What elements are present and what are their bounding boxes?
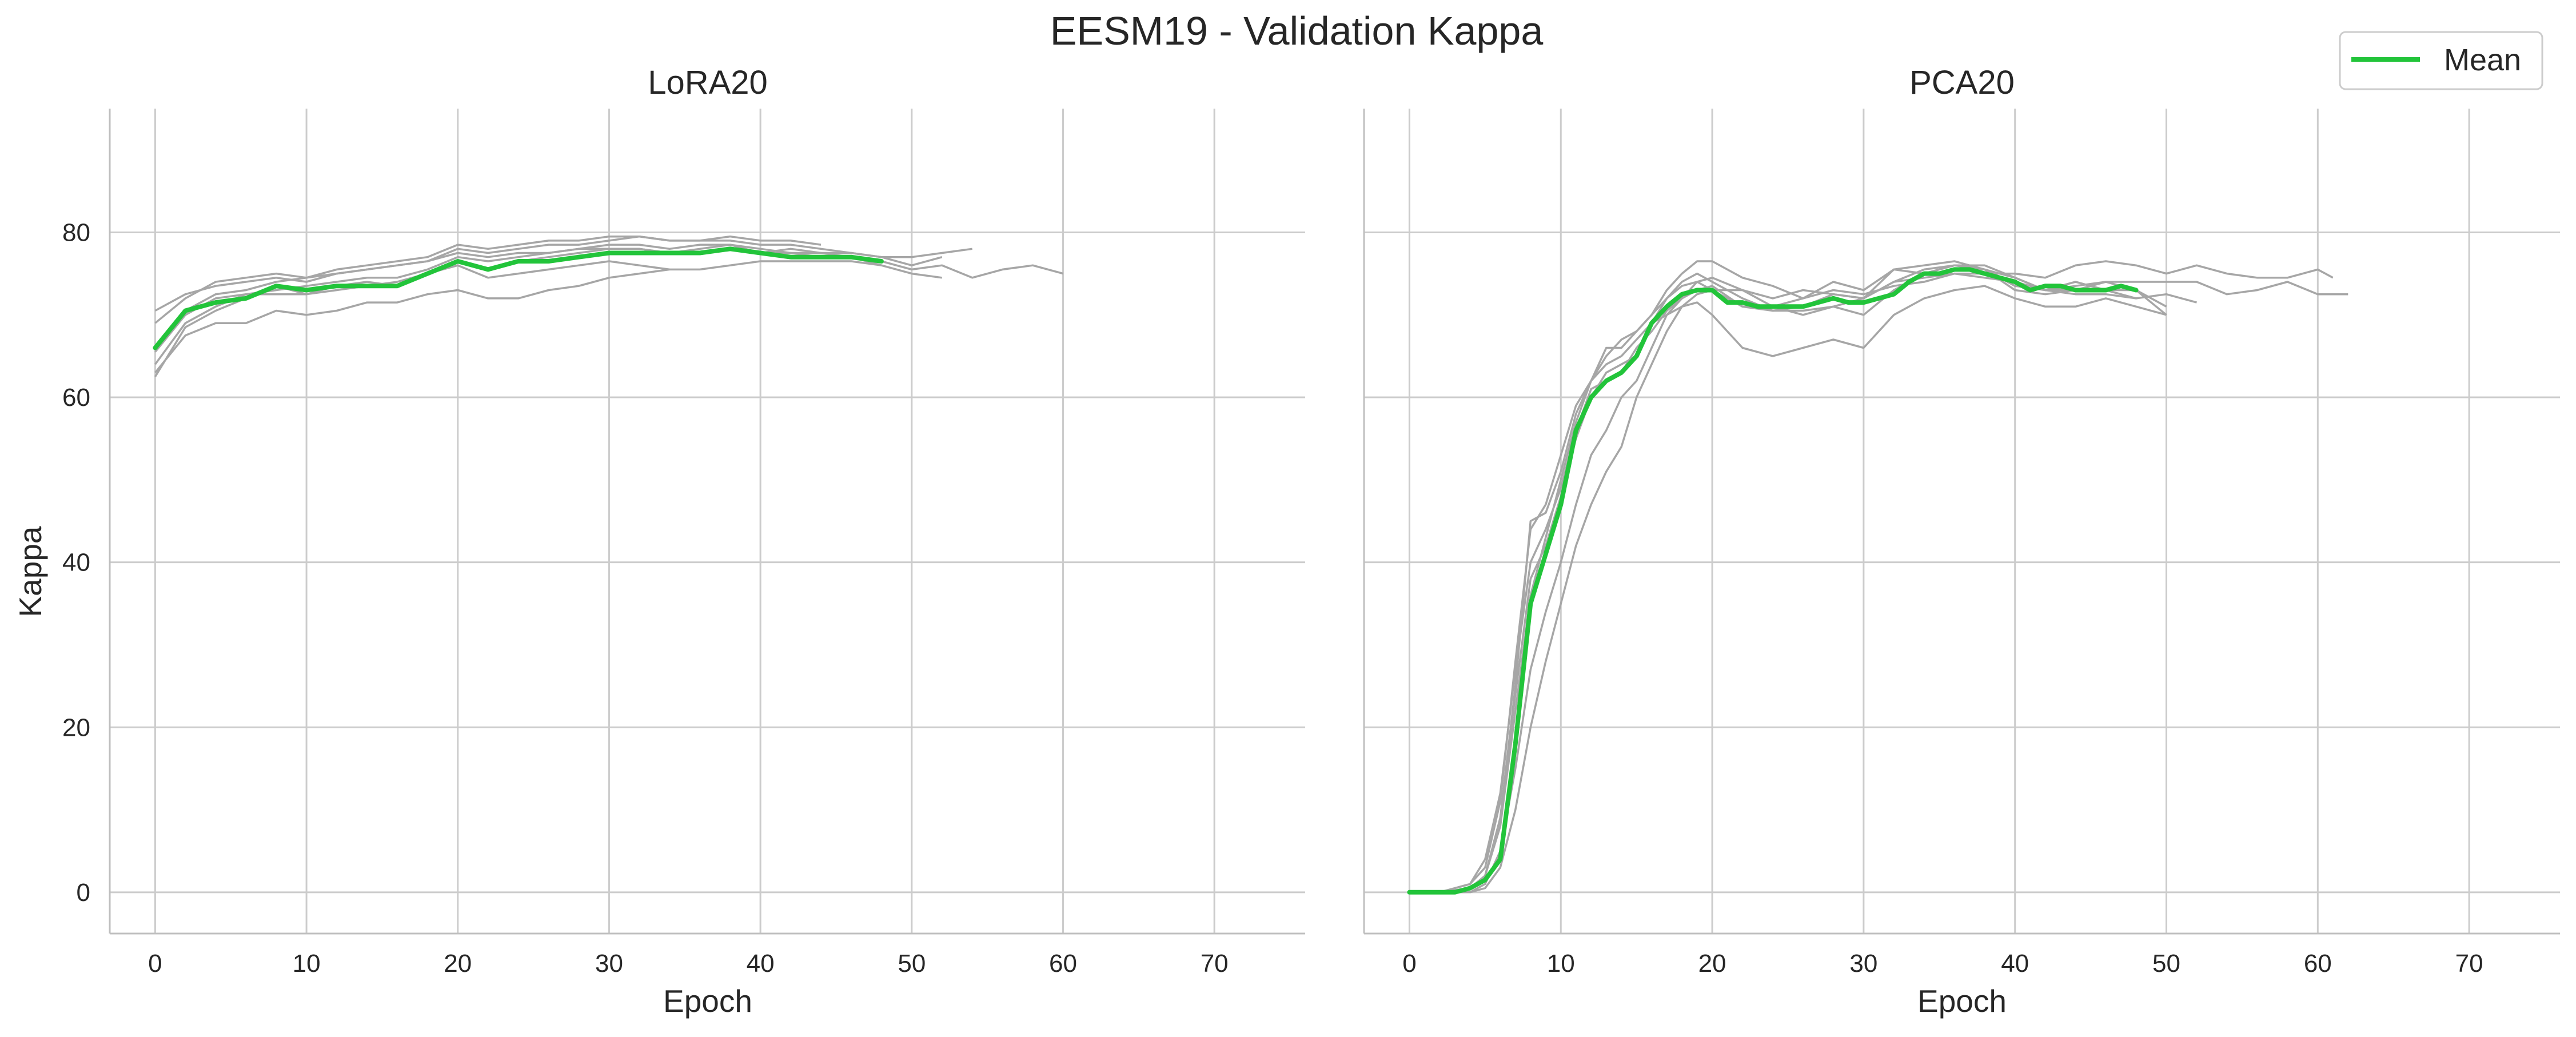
lora20-gridlines: [110, 109, 1305, 934]
legend: Mean: [2339, 31, 2543, 90]
lora20-run-line-3: [154, 235, 972, 349]
lora20-y-axis-label: Kappa: [13, 526, 48, 617]
lora20-y-tick-label: 80: [62, 218, 90, 246]
pca20-x-tick-labels: 0 10 20 30 40 50 60 70: [1402, 950, 2483, 978]
pca20-x-tick-label: 10: [1547, 950, 1575, 978]
lora20-panel: LoRA20 0 10 20 30 40 50 60 70 0 20 40 60 80 Epoch K…: [13, 64, 1305, 1019]
pca20-x-tick-label: 20: [1698, 950, 1726, 978]
lora20-run-line-7: [154, 260, 670, 353]
legend-frame: [2339, 31, 2543, 90]
pca20-mean-line: [1407, 267, 2139, 895]
pca20-mean-layer: [1407, 267, 2139, 895]
pca20-panel: PCA20 0 10 20 30 40 50 60 70 Epoch: [1363, 64, 2560, 1019]
pca20-x-tick-label: 30: [1849, 950, 1877, 978]
pca20-x-axis-label: Epoch: [1917, 983, 2007, 1019]
lora20-x-tick-label: 70: [1201, 950, 1229, 978]
lora20-mean-layer: [153, 246, 884, 350]
pca20-panel-title: PCA20: [1909, 64, 2015, 101]
lora20-x-tick-label: 10: [293, 950, 321, 978]
pca20-run-line-5: [1409, 264, 2167, 894]
pca20-x-tick-label: 50: [2152, 950, 2180, 978]
lora20-x-tick-label: 50: [898, 950, 926, 978]
lora20-mean-line: [153, 246, 884, 350]
pca20-run-line-7: [1409, 264, 2136, 894]
lora20-y-tick-label: 40: [62, 549, 90, 577]
pca20-gridlines: [1364, 109, 2560, 934]
lora20-x-tick-label: 0: [148, 950, 162, 978]
legend-mean-label: Mean: [2444, 43, 2521, 77]
lora20-x-tick-label: 30: [595, 950, 623, 978]
lora20-x-tick-label: 20: [444, 950, 472, 978]
pca20-x-tick-label: 0: [1402, 950, 1416, 978]
lora20-panel-title: LoRA20: [648, 64, 768, 101]
pca20-run-lines: [1409, 260, 2348, 894]
lora20-x-tick-label: 40: [747, 950, 775, 978]
lora20-run-line-5: [154, 248, 1063, 312]
lora20-x-tick-labels: 0 10 20 30 40 50 60 70: [148, 950, 1229, 978]
lora20-y-tick-label: 60: [62, 384, 90, 412]
figure-title: EESM19 - Validation Kappa: [1050, 9, 1544, 53]
pca20-x-tick-label: 70: [2455, 950, 2483, 978]
pca20-run-line-3: [1409, 260, 2334, 894]
lora20-x-axis-label: Epoch: [663, 983, 752, 1019]
lora20-y-tick-labels: 0 20 40 60 80: [62, 218, 90, 906]
pca20-x-tick-label: 60: [2304, 950, 2332, 978]
lora20-y-tick-label: 20: [62, 713, 90, 741]
lora20-run-line-1: [154, 244, 882, 377]
lora20-run-line-6: [154, 260, 943, 373]
pca20-axes-spines: [1363, 109, 2560, 935]
lora20-y-tick-label: 0: [77, 879, 90, 907]
lora20-x-tick-label: 60: [1049, 950, 1077, 978]
pca20-x-tick-label: 40: [2001, 950, 2029, 978]
lora20-run-line-4: [154, 235, 822, 324]
pca20-run-line-2: [1409, 272, 2348, 894]
pca20-run-line-4: [1409, 285, 2167, 894]
lora20-axes-spines: [109, 109, 1305, 935]
pca20-run-line-6: [1409, 264, 2167, 894]
